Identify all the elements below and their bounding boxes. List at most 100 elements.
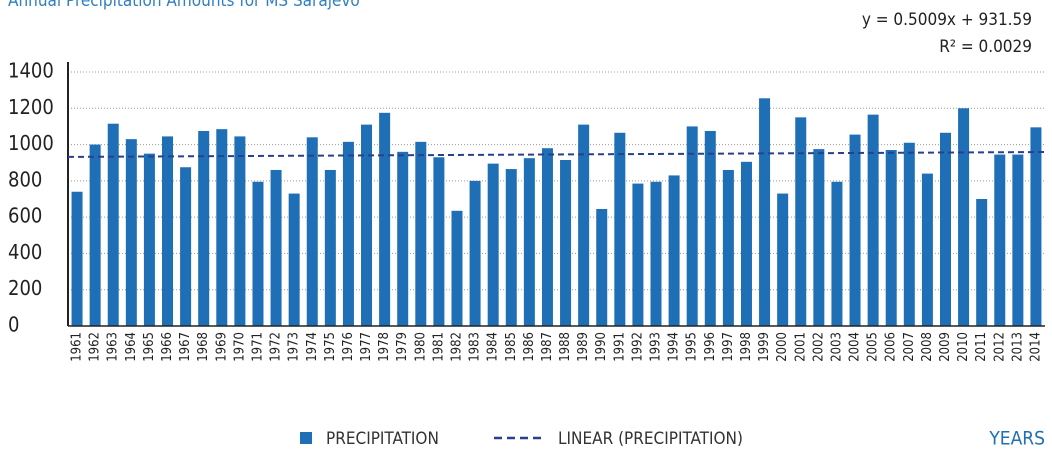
bar [650,181,662,326]
x-tick-label: 2012 [992,332,1007,362]
bar [795,117,807,326]
trend-r-squared: R² = 0.0029 [939,37,1032,57]
bar [523,158,535,326]
bar [541,148,553,326]
x-tick-label: 1964 [124,332,139,362]
x-tick-label: 1979 [395,332,410,362]
x-tick-label: 1971 [250,332,265,362]
bar [704,130,716,326]
x-tick-label: 2011 [974,332,989,362]
x-tick-label: 1962 [88,332,103,362]
x-tick-label: 1961 [70,332,85,362]
x-tick-label: 2009 [938,332,953,362]
bar [397,151,409,326]
x-tick-label: 1990 [594,332,609,362]
x-tick-label: 1975 [323,332,338,362]
bar [234,136,246,326]
x-tick-label: 1982 [449,332,464,362]
bar [560,159,572,326]
x-tick-label: 1969 [214,332,229,362]
bar [162,136,174,326]
bar [324,169,336,326]
x-tick-label: 2007 [902,332,917,362]
bar [487,163,499,326]
x-tick-label: 1972 [269,332,284,362]
y-tick-label: 1200 [8,95,54,119]
x-tick-label: 1966 [160,332,175,362]
x-tick-label: 1998 [739,332,754,362]
bar [505,169,517,326]
bar [849,134,861,326]
bar [433,157,445,326]
x-tick-label: 1974 [305,332,320,362]
x-tick-label: 1995 [685,332,700,362]
x-tick-label: 1987 [540,332,555,362]
bar [361,124,373,326]
bar [252,181,264,326]
bar [668,175,680,326]
x-tick-label: 1997 [721,332,736,362]
x-tick-label: 1992 [630,332,645,362]
bar [198,130,210,326]
bar [306,137,318,326]
trend-line [67,151,1046,158]
bar [958,108,970,327]
bar [143,153,155,326]
bar [867,114,879,326]
x-tick-label: 1988 [558,332,573,362]
x-tick-label: 1970 [232,332,247,362]
bar [722,169,734,326]
bar [1030,127,1042,326]
x-tick-label: 2014 [1028,332,1043,362]
bar [342,141,354,326]
x-tick-label: 2005 [866,332,881,362]
x-tick-label: 1977 [359,332,374,362]
bar [614,132,626,326]
bar [89,144,101,326]
bar [686,126,698,326]
x-tick-label: 1973 [287,332,302,362]
bar [216,129,228,326]
bar [939,132,951,326]
bar [777,193,789,326]
y-tick-label: 1400 [8,59,54,83]
bar [903,142,915,326]
x-tick-label: 1968 [196,332,211,362]
x-tick-label: 1985 [504,332,519,362]
trend-equation: y = 0.5009x + 931.59 [862,10,1032,30]
x-tick-label: 1981 [431,332,446,362]
legend-label: LINEAR (PRECIPITATION) [558,429,743,449]
bar [71,191,83,326]
bar [759,98,771,326]
x-tick-label: 1989 [576,332,591,362]
bar [813,149,825,326]
legend-swatch [300,432,312,444]
bar [831,181,843,326]
y-tick-label: 600 [8,204,42,228]
bar [107,123,119,326]
bar [921,173,933,326]
bar [180,167,192,326]
bar [270,169,282,326]
x-tick-label: 2010 [956,332,971,362]
x-axis-label: YEARS [988,428,1045,450]
x-tick-label: 1963 [106,332,121,362]
x-tick-label: 1978 [377,332,392,362]
x-tick-label: 1991 [612,332,627,362]
x-tick-label: 1999 [757,332,772,362]
x-tick-label: 2004 [848,332,863,362]
bar [125,139,137,326]
x-tick-label: 1986 [522,332,537,362]
x-tick-label: 2008 [920,332,935,362]
x-tick-label: 1993 [649,332,664,362]
x-tick-label: 2006 [884,332,899,362]
bar [994,154,1006,326]
bar [740,161,752,326]
x-tick-label: 1983 [468,332,483,362]
x-tick-label: 1976 [341,332,356,362]
x-tick-label: 2002 [811,332,826,362]
bar [415,141,427,326]
bar [379,112,391,326]
bar [451,210,463,326]
bar [885,150,897,326]
